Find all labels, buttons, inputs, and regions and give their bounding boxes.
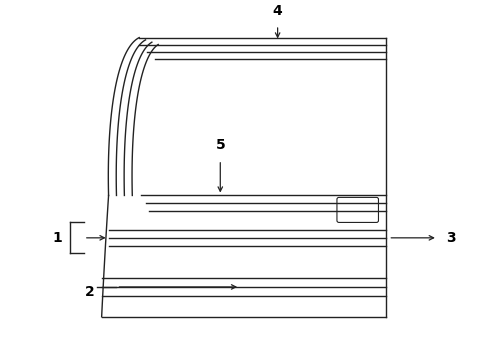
Text: 3: 3 xyxy=(446,231,455,245)
Text: 5: 5 xyxy=(216,138,225,152)
Text: 2: 2 xyxy=(85,285,95,299)
Text: 1: 1 xyxy=(52,231,62,245)
Text: 4: 4 xyxy=(273,4,283,18)
